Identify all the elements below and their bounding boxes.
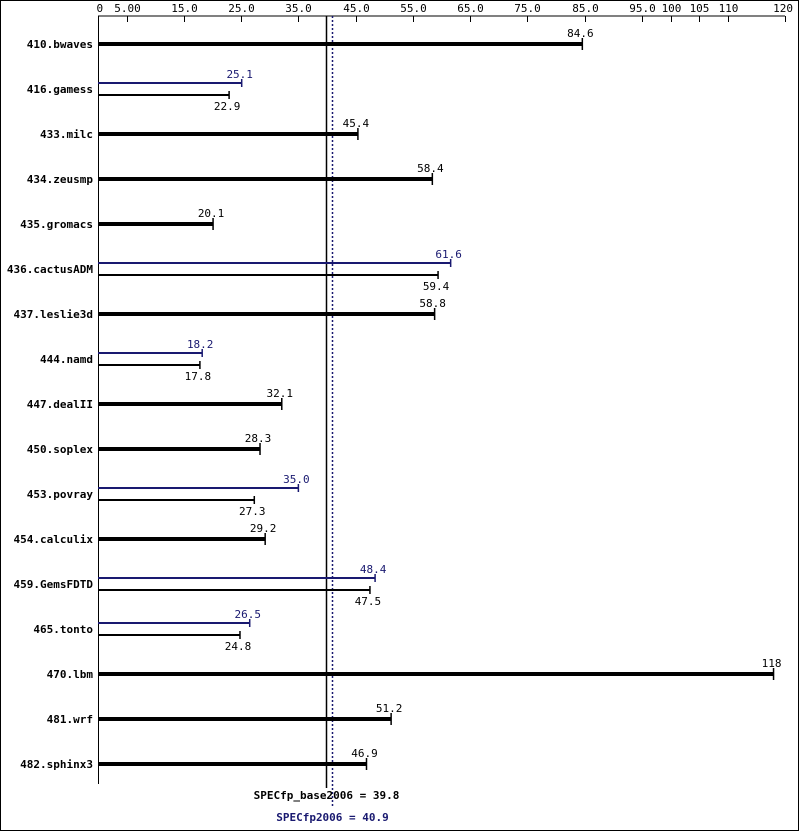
base-value-label: 51.2 <box>376 702 403 715</box>
benchmark-label: 459.GemsFDTD <box>14 578 94 591</box>
base-value-label: 46.9 <box>351 747 378 760</box>
base-value-label: 28.3 <box>245 432 272 445</box>
benchmark-label: 410.bwaves <box>27 38 93 51</box>
base-value-label: 59.4 <box>423 280 450 293</box>
benchmark-label: 470.lbm <box>47 668 94 681</box>
peak-value-label: 61.6 <box>435 248 462 261</box>
benchmark-label: 465.tonto <box>33 623 93 636</box>
peak-value-label: 18.2 <box>187 338 214 351</box>
benchmark-label: 450.soplex <box>27 443 94 456</box>
x-tick-label: 15.0 <box>171 2 198 15</box>
base-value-label: 32.1 <box>267 387 294 400</box>
peak-value-label: 25.1 <box>226 68 253 81</box>
benchmark-label: 444.namd <box>40 353 93 366</box>
base-value-label: 27.3 <box>239 505 266 518</box>
benchmark-label: 437.leslie3d <box>14 308 93 321</box>
x-tick-label: 0 <box>97 2 104 15</box>
base-value-label: 22.9 <box>214 100 241 113</box>
base-value-label: 29.2 <box>250 522 277 535</box>
benchmark-label: 453.povray <box>27 488 94 501</box>
x-tick-label: 55.0 <box>400 2 427 15</box>
x-tick-label: 85.0 <box>572 2 599 15</box>
x-tick-label: 95.0 <box>629 2 656 15</box>
base-value-label: 58.4 <box>417 162 444 175</box>
benchmark-label: 454.calculix <box>14 533 94 546</box>
peak-value-label: 35.0 <box>283 473 310 486</box>
benchmark-label: 447.dealII <box>27 398 93 411</box>
benchmark-label: 482.sphinx3 <box>20 758 93 771</box>
x-tick-label: 35.0 <box>285 2 312 15</box>
benchmark-label: 481.wrf <box>47 713 93 726</box>
x-tick-label: 105 <box>690 2 710 15</box>
base-value-label: 17.8 <box>185 370 212 383</box>
peak-value-label: 26.5 <box>234 608 261 621</box>
base-value-label: 20.1 <box>198 207 225 220</box>
x-tick-label: 25.0 <box>228 2 255 15</box>
benchmark-label: 435.gromacs <box>20 218 93 231</box>
x-tick-label: 65.0 <box>457 2 484 15</box>
base-value-label: 118 <box>762 657 782 670</box>
x-tick-label: 100 <box>662 2 682 15</box>
peak-value-label: 48.4 <box>360 563 387 576</box>
base-value-label: 47.5 <box>355 595 382 608</box>
benchmark-label: 436.cactusADM <box>7 263 93 276</box>
benchmark-label: 433.milc <box>40 128 93 141</box>
x-tick-label: 5.00 <box>114 2 141 15</box>
x-tick-label: 45.0 <box>343 2 370 15</box>
base-value-label: 84.6 <box>567 27 594 40</box>
x-tick-label: 120 <box>773 2 793 15</box>
x-tick-label: 110 <box>719 2 739 15</box>
benchmark-label: 416.gamess <box>27 83 93 96</box>
base-value-label: 58.8 <box>419 297 446 310</box>
base-value-label: 45.4 <box>343 117 370 130</box>
benchmark-label: 434.zeusmp <box>27 173 94 186</box>
base-reference-label: SPECfp_base2006 = 39.8 <box>254 789 400 802</box>
x-tick-label: 75.0 <box>514 2 541 15</box>
peak-reference-label: SPECfp2006 = 40.9 <box>276 811 389 824</box>
base-value-label: 24.8 <box>225 640 252 653</box>
